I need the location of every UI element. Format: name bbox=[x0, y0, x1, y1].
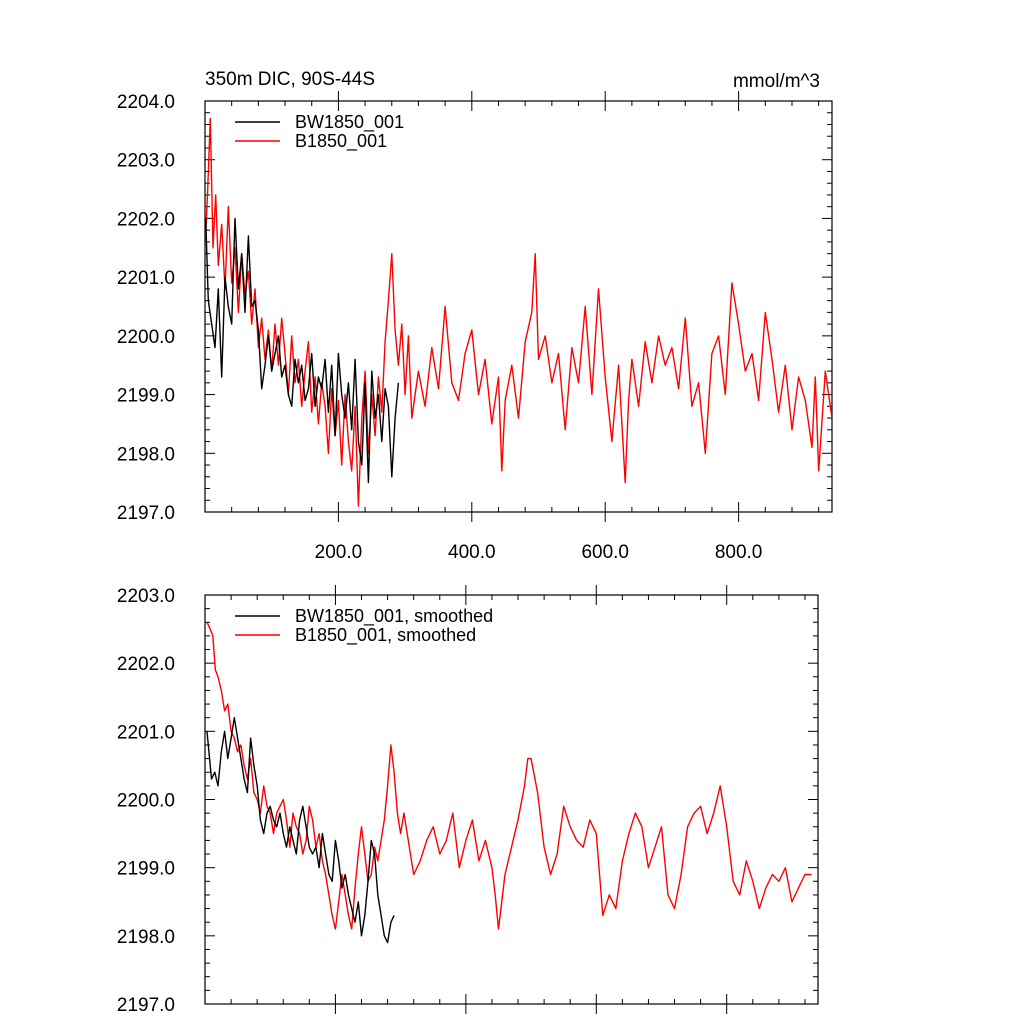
y-tick-label: 2200.0 bbox=[117, 327, 175, 348]
series-line-red bbox=[206, 622, 812, 930]
y-tick-label: 2202.0 bbox=[117, 654, 175, 675]
y-tick-label: 2197.0 bbox=[117, 995, 175, 1016]
units-label: mmol/m^3 bbox=[733, 71, 820, 92]
y-tick-label: 2201.0 bbox=[117, 268, 175, 289]
y-tick-label: 2200.0 bbox=[117, 791, 175, 812]
legend-entry: B1850_001 bbox=[295, 131, 387, 152]
x-tick-label: 400.0 bbox=[448, 542, 496, 563]
y-tick-label: 2197.0 bbox=[117, 503, 175, 524]
legend-entry: BW1850_001, smoothed bbox=[295, 606, 493, 627]
chart-title: 350m DIC, 90S-44S bbox=[205, 69, 375, 90]
y-tick-label: 2198.0 bbox=[117, 444, 175, 465]
y-tick-label: 2198.0 bbox=[117, 927, 175, 948]
y-tick-label: 2201.0 bbox=[117, 722, 175, 743]
legend-entry: B1850_001, smoothed bbox=[295, 625, 476, 646]
legend-entry: BW1850_001 bbox=[295, 112, 404, 133]
y-tick-label: 2199.0 bbox=[117, 386, 175, 407]
bottom-panel: 2197.0 2198.0 2199.0 2200.0 2201.0 2202.0 2203… bbox=[117, 585, 819, 1016]
y-tick-label: 2203.0 bbox=[117, 586, 175, 607]
top-panel: 2197.0 2198.0 2199.0 2200.0 2201.0 2202.0 2203… bbox=[117, 69, 833, 563]
x-tick-label: 800.0 bbox=[715, 542, 763, 563]
y-tick-label: 2203.0 bbox=[117, 151, 175, 172]
x-tick-label: 600.0 bbox=[581, 542, 629, 563]
y-tick-label: 2202.0 bbox=[117, 209, 175, 230]
series-line-black bbox=[205, 217, 400, 484]
y-tick-label: 2199.0 bbox=[117, 859, 175, 880]
plot-frame bbox=[204, 100, 833, 513]
plot-frame bbox=[204, 594, 819, 1005]
y-tick-label: 2204.0 bbox=[117, 92, 175, 113]
series-line-black bbox=[206, 717, 395, 944]
series-line-red bbox=[205, 117, 832, 507]
x-tick-label: 200.0 bbox=[315, 542, 363, 563]
